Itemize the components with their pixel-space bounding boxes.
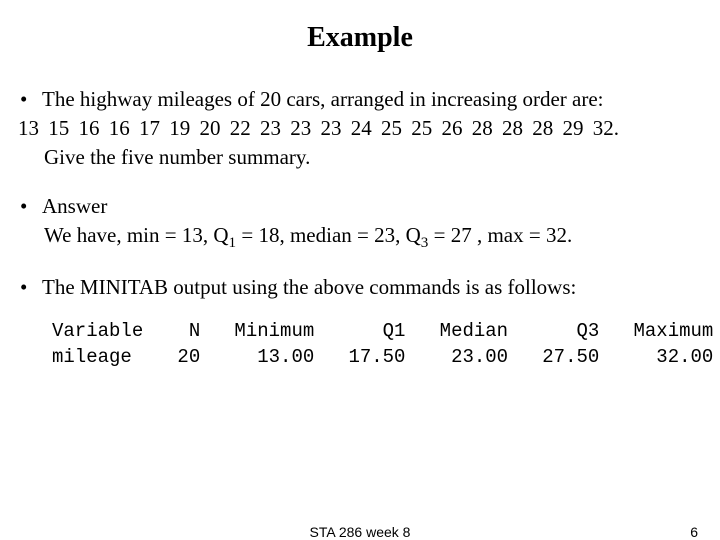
footer-page-number: 6 (690, 524, 698, 540)
footer-center-text: STA 286 week 8 (310, 524, 411, 540)
bullet-2: • Answer (18, 193, 702, 220)
minitab-data-row: mileage 20 13.00 17.50 23.00 27.50 32.00 (52, 346, 713, 368)
minitab-output: Variable N Minimum Q1 Median Q3 Maximum … (18, 319, 702, 370)
q3-value: 27 (451, 223, 472, 247)
bullet-1: • The highway mileages of 20 cars, arran… (18, 86, 702, 113)
sep: , Q (395, 223, 421, 247)
sep: , Q (203, 223, 229, 247)
q1-subscript: 1 (229, 235, 237, 251)
eq: = (236, 223, 258, 247)
bullet-3-text: The MINITAB output using the above comma… (42, 274, 702, 301)
slide-content: • The highway mileages of 20 cars, arran… (0, 86, 720, 371)
q1-value: 18 (258, 223, 279, 247)
minitab-header-row: Variable N Minimum Q1 Median Q3 Maximum (52, 320, 713, 342)
answer-prefix: We have, min = (44, 223, 182, 247)
min-value: 13 (182, 223, 203, 247)
answer-line: We have, min = 13, Q1 = 18, median = 23,… (18, 222, 702, 249)
data-values-line: 13 15 16 16 17 19 20 22 23 23 23 24 25 2… (18, 115, 702, 142)
sep: , max = (472, 223, 546, 247)
bullet-dot-icon: • (18, 86, 42, 113)
bullet-dot-icon: • (18, 193, 42, 220)
bullet-2-label: Answer (42, 193, 702, 220)
sep: , median = (279, 223, 374, 247)
slide-title: Example (0, 0, 720, 72)
bullet-3: • The MINITAB output using the above com… (18, 274, 702, 301)
prompt-line: Give the five number summary. (18, 144, 702, 171)
bullet-dot-icon: • (18, 274, 42, 301)
median-value: 23 (374, 223, 395, 247)
period: . (567, 223, 572, 247)
bullet-1-text: The highway mileages of 20 cars, arrange… (42, 86, 702, 113)
eq: = (428, 223, 450, 247)
max-value: 32 (546, 223, 567, 247)
slide: Example • The highway mileages of 20 car… (0, 0, 720, 540)
